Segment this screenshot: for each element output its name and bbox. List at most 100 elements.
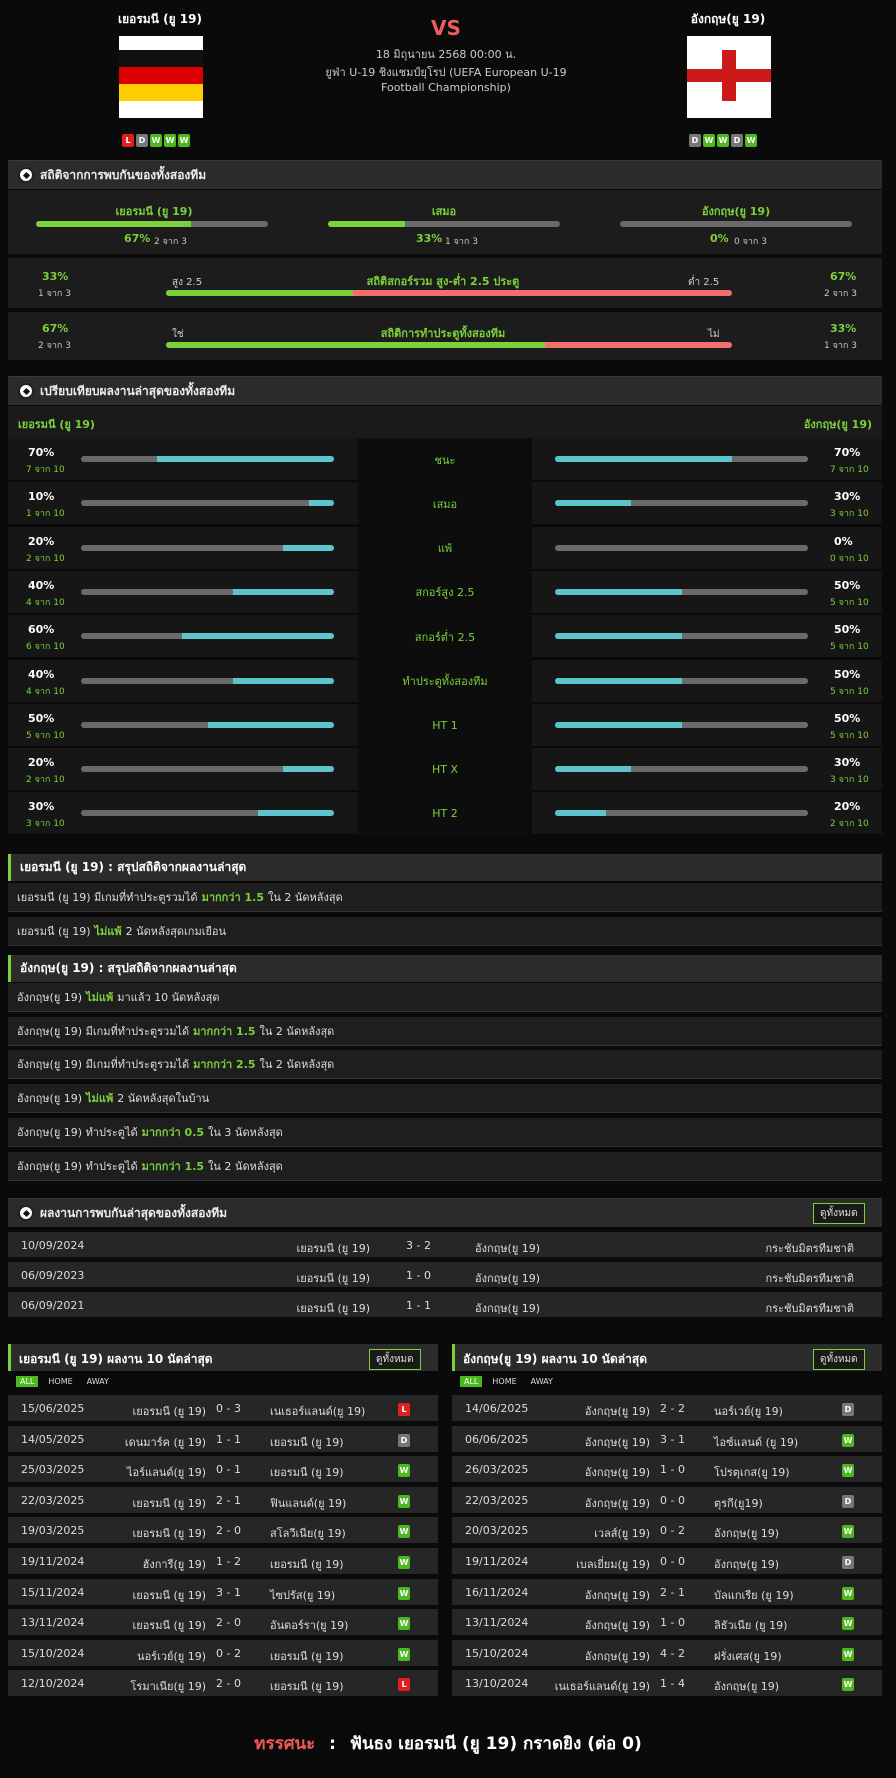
home-compare-bar bbox=[81, 721, 334, 728]
score: 2 - 2 bbox=[660, 1402, 685, 1415]
last10-row[interactable]: 22/03/2025 เยอรมนี (ยู 19) 2 - 1 ฟินแลนด์(ย… bbox=[8, 1486, 438, 1515]
home-team: เวลส์(ยู 19) bbox=[594, 1527, 650, 1541]
last10-row[interactable]: 15/10/2024 นอร์เวย์(ยู 19) 0 - 2 เยอรมนี (ย… bbox=[8, 1639, 438, 1668]
home-pct: 40% bbox=[28, 667, 55, 681]
tab-away[interactable]: AWAY bbox=[86, 1377, 109, 1386]
last10-row[interactable]: 16/11/2024 อังกฤษ(ยู 19) 2 - 1 บัลแกเรีย (ย… bbox=[452, 1578, 882, 1607]
tab-home[interactable]: HOME bbox=[48, 1377, 73, 1386]
home-of: 6 จาก 10 bbox=[26, 642, 65, 653]
summary-post: 2 นัดหลังสุดเกมเยือน bbox=[125, 924, 227, 938]
away-last10-view-all-button[interactable]: ดูทั้งหมด bbox=[813, 1349, 865, 1370]
home-team: โรมาเนีย(ยู 19) bbox=[130, 1680, 207, 1694]
result-badge: D bbox=[842, 1494, 854, 1508]
last10-row[interactable]: 15/11/2024 เยอรมนี (ยู 19) 3 - 1 ไซปรัส(ยู … bbox=[8, 1578, 438, 1607]
home-team: อังกฤษ(ยู 19) bbox=[584, 1588, 650, 1602]
ou-right-of: 2 จาก 3 bbox=[824, 289, 857, 299]
away-team-name[interactable]: อังกฤษ(ยู 19) bbox=[690, 12, 766, 26]
ou-left-pct: 33% bbox=[42, 270, 69, 283]
result-badge: W bbox=[398, 1464, 410, 1478]
last10-row[interactable]: 26/03/2025 อังกฤษ(ยู 19) 1 - 0 โปรตุเกส(ยู … bbox=[452, 1456, 882, 1485]
home-pct: 10% bbox=[28, 490, 55, 504]
last10-row[interactable]: 12/10/2024 โรมาเนีย(ยู 19) 2 - 0 เยอรมนี (ย… bbox=[8, 1670, 438, 1699]
result-badge: W bbox=[398, 1556, 410, 1569]
tab-all[interactable]: ALL bbox=[460, 1376, 483, 1387]
home-team: เนเธอร์แลนด์(ยู 19) bbox=[554, 1680, 650, 1694]
last10-row[interactable]: 15/10/2024 อังกฤษ(ยู 19) 4 - 2 ฝรั่งเศส(ยู … bbox=[452, 1639, 882, 1668]
score: 1 - 0 bbox=[660, 1616, 685, 1630]
away-of: 3 จาก 10 bbox=[830, 775, 869, 786]
h2h-home-pct: 67% bbox=[124, 232, 151, 245]
away-team: อังกฤษ(ยู 19) bbox=[475, 1302, 541, 1315]
ou-panel: 33% 1 จาก 3 สูง 2.5 สถิติสกอร์รวม สูง-ต่… bbox=[8, 258, 882, 308]
home-team-name[interactable]: เยอรมนี (ยู 19) bbox=[118, 12, 202, 26]
last10-row[interactable]: 13/11/2024 เยอรมนี (ยู 19) 2 - 0 อันดอร์รา(… bbox=[8, 1609, 438, 1638]
btts-panel: 67% 2 จาก 3 ใช่ สถิติการทำประตูทั้งสองที… bbox=[8, 312, 882, 360]
away-team: ตุรกี(ยู19) bbox=[714, 1496, 763, 1510]
last10-row[interactable]: 15/06/2025 เยอรมนี (ยู 19) 0 - 3 เนเธอร์แลน… bbox=[8, 1395, 438, 1423]
away-team: บัลแกเรีย (ยู 19) bbox=[714, 1588, 794, 1602]
home-team: เยอรมนี (ยู 19) bbox=[132, 1527, 206, 1541]
score: 1 - 4 bbox=[660, 1677, 685, 1691]
match-date: 14/06/2025 bbox=[465, 1402, 529, 1415]
match-date: 15/10/2024 bbox=[21, 1646, 85, 1660]
match-date: 20/03/2025 bbox=[465, 1524, 529, 1538]
last10-row[interactable]: 13/10/2024 เนเธอร์แลนด์(ยู 19) 1 - 4 อังกฤษ… bbox=[452, 1670, 882, 1699]
h2h-draw-label: เสมอ bbox=[431, 205, 457, 218]
home-last10-view-all-button[interactable]: ดูทั้งหมด bbox=[369, 1349, 421, 1370]
compare-label: ทำประตูทั้งสองทีม bbox=[358, 659, 532, 703]
last10-row[interactable]: 06/06/2025 อังกฤษ(ยู 19) 3 - 1 ไอซ์แลนด์ (ย… bbox=[452, 1425, 882, 1454]
last10-row[interactable]: 19/11/2024 เบลเยี่ยม(ยู 19) 0 - 0 อังกฤษ(ยู… bbox=[452, 1548, 882, 1576]
compare-away-label: อังกฤษ(ยู 19) bbox=[803, 418, 872, 431]
h2h-result-row[interactable]: 06/09/2021 เยอรมนี (ยู 19) 1 - 1 อังกฤษ(ยู … bbox=[8, 1292, 882, 1319]
ou-bar bbox=[166, 290, 732, 296]
score: 1 - 1 bbox=[406, 1299, 431, 1312]
h2h-view-all-button[interactable]: ดูทั้งหมด bbox=[813, 1203, 865, 1224]
home-team: นอร์เวย์(ยู 19) bbox=[137, 1649, 206, 1663]
tab-home[interactable]: HOME bbox=[492, 1377, 517, 1386]
home-last10-header: เยอรมนี (ยู 19) ผลงาน 10 นัดล่าสุด bbox=[8, 1344, 438, 1371]
away-team: อันดอร์รา(ยู 19) bbox=[270, 1619, 349, 1633]
away-compare-bar bbox=[555, 500, 808, 507]
competition: กระชับมิตรทีมชาติ bbox=[765, 1242, 854, 1255]
compare-label-text: HT 2 bbox=[432, 807, 458, 821]
home-team: เยอรมนี (ยู 19) bbox=[132, 1496, 206, 1510]
last10-row[interactable]: 19/11/2024 ฮังการี(ยู 19) 1 - 2 เยอรมนี (ยู… bbox=[8, 1548, 438, 1576]
h2h-result-row[interactable]: 10/09/2024 เยอรมนี (ยู 19) 3 - 2 อังกฤษ(ยู … bbox=[8, 1232, 882, 1259]
summary-highlight: ไม่แพ้ bbox=[86, 991, 114, 1004]
last10-row[interactable]: 13/11/2024 อังกฤษ(ยู 19) 1 - 0 ลิธัวเนีย (ย… bbox=[452, 1609, 882, 1638]
last10-row[interactable]: 14/06/2025 อังกฤษ(ยู 19) 2 - 2 นอร์เวย์(ยู … bbox=[452, 1395, 882, 1423]
last10-row[interactable]: 19/03/2025 เยอรมนี (ยู 19) 2 - 0 สโลวีเนีย(… bbox=[8, 1517, 438, 1546]
home-of: 5 จาก 10 bbox=[26, 730, 65, 741]
away-of: 5 จาก 10 bbox=[830, 642, 869, 653]
away-summary-header: อังกฤษ(ยู 19) : สรุปสถิติจากผลงานล่าสุด bbox=[8, 955, 882, 982]
away-team: ฟินแลนด์(ยู 19) bbox=[270, 1496, 347, 1510]
away-last10-header: อังกฤษ(ยู 19) ผลงาน 10 นัดล่าสุด bbox=[452, 1344, 882, 1371]
summary-highlight: ไม่แพ้ bbox=[94, 924, 122, 938]
away-team: เยอรมนี (ยู 19) bbox=[270, 1558, 344, 1571]
last10-row[interactable]: 25/03/2025 ไอร์แลนด์(ยู 19) 0 - 1 เยอรมนี (… bbox=[8, 1456, 438, 1485]
football-icon bbox=[18, 383, 34, 399]
last10-row[interactable]: 14/05/2025 เดนมาร์ค (ยู 19) 1 - 1 เยอรมนี (… bbox=[8, 1425, 438, 1454]
tab-all[interactable]: ALL bbox=[16, 1376, 39, 1387]
compare-label-text: เสมอ bbox=[432, 497, 458, 511]
summary-pre: เยอรมนี (ยู 19) bbox=[17, 924, 91, 938]
home-compare-bar bbox=[81, 544, 334, 551]
compare-title: เปรียบเทียบผลงานล่าสุดของทั้งสองทีม bbox=[40, 383, 236, 398]
competition-line1: ยูฟ่า U-19 ชิงแชมป์ยุโรป (UEFA European … bbox=[325, 66, 567, 79]
match-date: 15/10/2024 bbox=[465, 1646, 529, 1660]
h2h-result-row[interactable]: 06/09/2023 เยอรมนี (ยู 19) 1 - 0 อังกฤษ(ยู … bbox=[8, 1262, 882, 1289]
tab-away[interactable]: AWAY bbox=[530, 1377, 553, 1386]
h2h-away-pct: 0% bbox=[710, 232, 729, 245]
home-team: เยอรมนี (ยู 19) bbox=[296, 1302, 370, 1315]
result-badge: D bbox=[398, 1433, 410, 1447]
score: 2 - 0 bbox=[216, 1616, 241, 1630]
home-team: เยอรมนี (ยู 19) bbox=[132, 1619, 206, 1633]
last10-row[interactable]: 22/03/2025 อังกฤษ(ยู 19) 0 - 0 ตุรกี(ยู19) D bbox=[452, 1486, 882, 1515]
prediction-sep: : bbox=[329, 1734, 336, 1754]
summary-pre: อังกฤษ(ยู 19) bbox=[17, 1092, 83, 1106]
home-pct: 50% bbox=[28, 711, 55, 725]
last10-row[interactable]: 20/03/2025 เวลส์(ยู 19) 0 - 2 อังกฤษ(ยู 19)… bbox=[452, 1517, 882, 1546]
football-icon bbox=[18, 1205, 34, 1221]
summary-row: อังกฤษ(ยู 19) ไม่แพ้ 2 นัดหลังสุดในบ้าน bbox=[8, 1084, 882, 1114]
